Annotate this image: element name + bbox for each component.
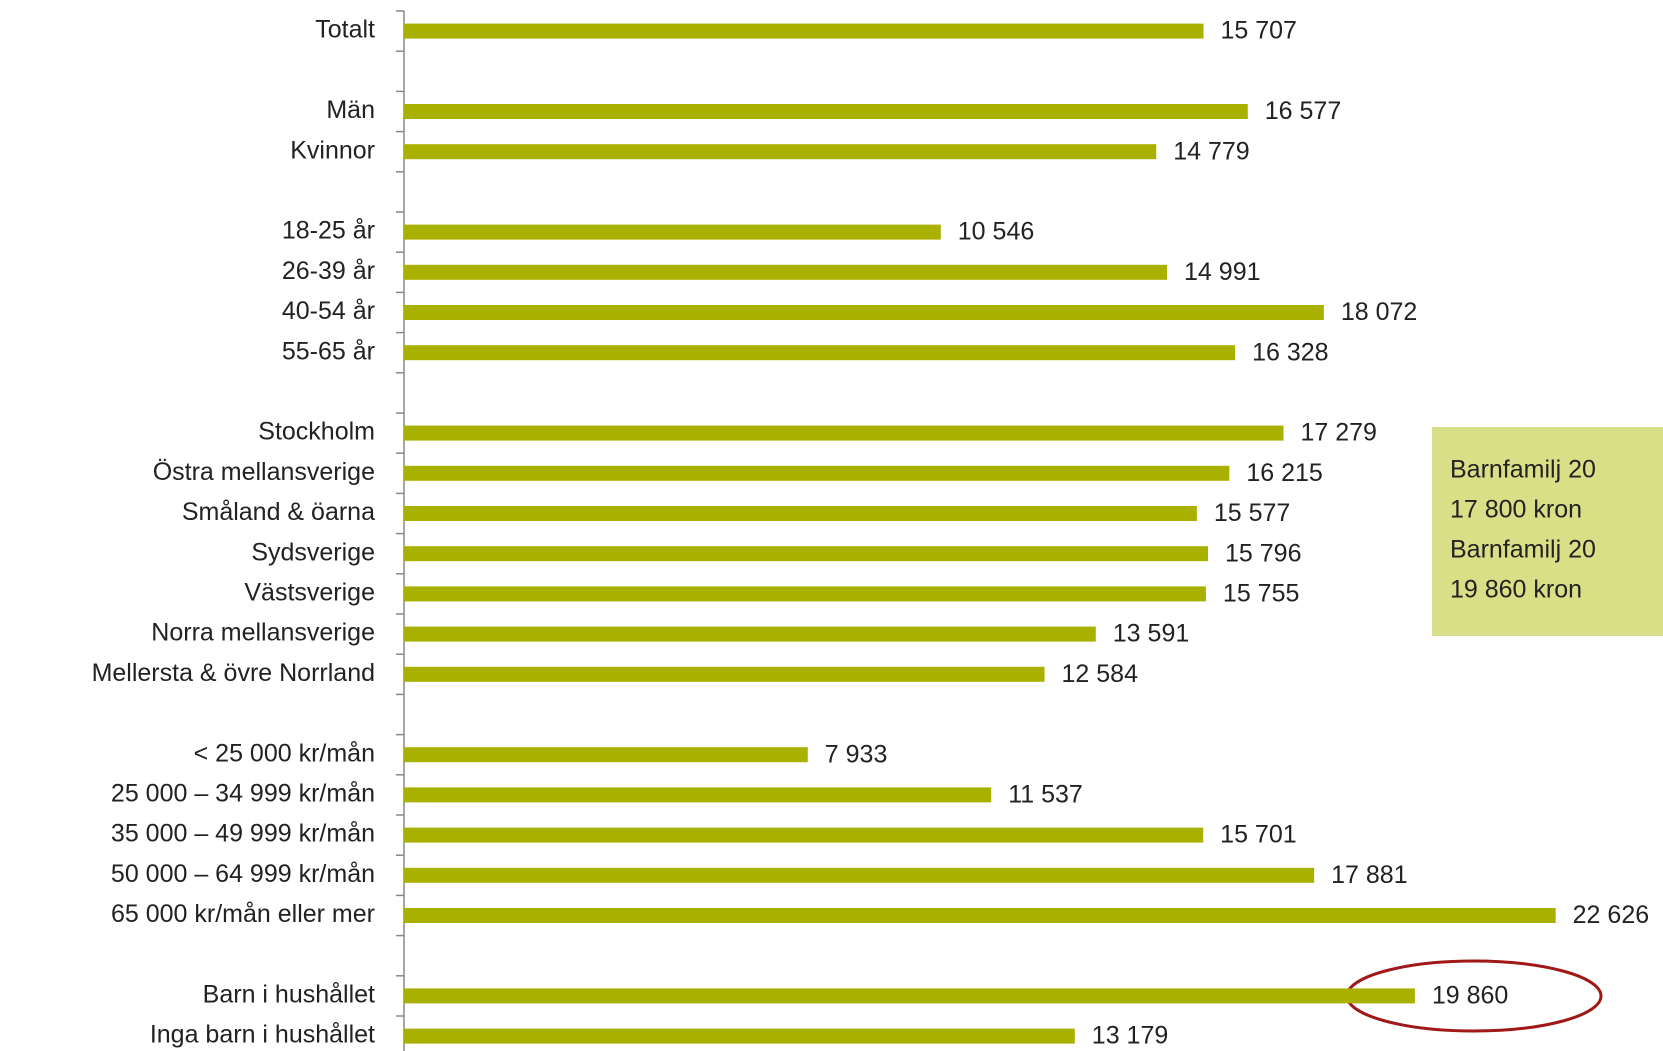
category-label: 40-54 år	[282, 297, 375, 325]
annotation-text: 17 800 kron	[1450, 496, 1582, 524]
bar	[404, 546, 1209, 562]
category-label: Kvinnor	[290, 136, 375, 164]
category-label: Västsverige	[244, 579, 375, 607]
category-label: 50 000 – 64 999 kr/mån	[111, 860, 375, 888]
value-label: 14 779	[1173, 137, 1249, 165]
value-label: 16 577	[1265, 97, 1341, 125]
bar	[404, 465, 1230, 481]
category-label: Totalt	[315, 16, 375, 44]
category-label: 26-39 år	[282, 257, 375, 285]
category-label: Stockholm	[258, 418, 375, 446]
bar	[404, 586, 1206, 602]
category-label: 25 000 – 34 999 kr/mån	[111, 780, 375, 808]
bar	[404, 747, 808, 763]
category-label: < 25 000 kr/mån	[194, 739, 375, 767]
annotation-text: Barnfamilj 20	[1450, 456, 1596, 484]
bar	[404, 1028, 1075, 1044]
bar	[404, 827, 1204, 843]
value-label: 10 546	[958, 218, 1034, 246]
value-label: 13 179	[1092, 1022, 1168, 1050]
category-label: 18-25 år	[282, 217, 375, 245]
bar	[404, 23, 1204, 39]
value-label: 11 537	[1008, 781, 1083, 809]
bar	[404, 305, 1324, 320]
bar	[404, 224, 941, 240]
category-label: Inga barn i hushållet	[150, 1021, 375, 1049]
category-label: Män	[326, 96, 375, 124]
bar	[404, 104, 1248, 119]
bar	[404, 144, 1157, 160]
value-label: 15 755	[1223, 580, 1299, 608]
bar	[404, 908, 1556, 923]
value-label: 17 279	[1301, 419, 1377, 447]
value-label: 14 991	[1184, 258, 1260, 286]
value-label: 17 881	[1331, 861, 1407, 889]
value-label: 12 584	[1062, 660, 1139, 688]
value-label: 15 577	[1214, 499, 1290, 527]
bar	[404, 988, 1415, 1004]
category-label: Sydsverige	[251, 538, 375, 566]
annotation-text: Barnfamilj 20	[1450, 536, 1596, 564]
value-label: 13 591	[1113, 620, 1189, 648]
bar	[404, 345, 1236, 361]
annotation-box	[1432, 427, 1663, 636]
value-label: 22 626	[1573, 901, 1649, 929]
value-label: 15 796	[1225, 539, 1301, 567]
value-label: 19 860	[1432, 982, 1508, 1010]
value-label: 15 701	[1220, 821, 1296, 849]
bar	[404, 506, 1197, 521]
bar	[404, 626, 1096, 642]
bar	[404, 264, 1168, 280]
value-label: 7 933	[825, 740, 888, 768]
category-label: Småland & öarna	[182, 498, 375, 526]
category-label: 55-65 år	[282, 337, 375, 365]
category-label: Norra mellansverige	[151, 619, 375, 647]
category-label: Östra mellansverige	[153, 458, 375, 486]
bar	[404, 867, 1315, 883]
bar	[404, 425, 1284, 441]
category-label: 65 000 kr/mån eller mer	[111, 900, 375, 928]
annotation-text: 19 860 kron	[1450, 576, 1582, 604]
category-label: 35 000 – 49 999 kr/mån	[111, 820, 375, 848]
bar	[404, 787, 992, 803]
value-label: 16 215	[1246, 459, 1322, 487]
value-label: 18 072	[1341, 298, 1417, 326]
value-label: 16 328	[1252, 338, 1328, 366]
bar	[404, 666, 1045, 682]
category-label: Mellersta & övre Norrland	[92, 659, 375, 687]
category-label: Barn i hushållet	[203, 981, 375, 1009]
value-label: 15 707	[1220, 17, 1296, 45]
